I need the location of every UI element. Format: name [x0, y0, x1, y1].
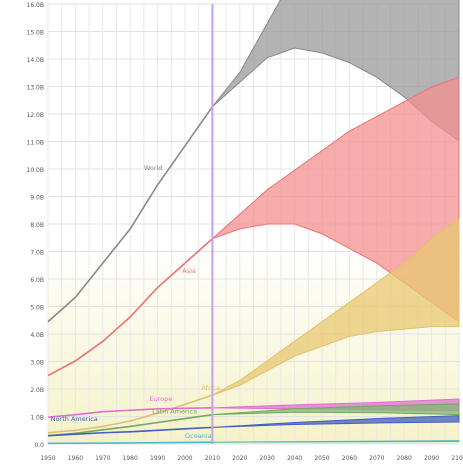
x-tick-label: 2030: [260, 455, 275, 462]
y-tick-label: 16.0B: [27, 2, 44, 9]
history-line-europe: [47, 407, 213, 418]
y-tick-label: 1.0B: [30, 415, 44, 422]
y-axis-ticks: 0.0 1.0B 2.0B 3.0B 4.0B 5.0B 6.0B 7.0B 8.0B 9.0B 1…: [27, 2, 45, 449]
x-tick-label: 2080: [397, 455, 412, 462]
history-line-asia: [47, 238, 213, 377]
y-tick-label: 9.0B: [30, 195, 44, 202]
band-world: [212, 0, 460, 142]
y-tick-label: 11.0B: [27, 140, 44, 147]
series-label: Europe: [149, 395, 172, 403]
y-tick-label: 12.0B: [27, 112, 44, 119]
y-tick-label: 4.0B: [30, 332, 44, 339]
x-tick-label: 2100: [451, 455, 463, 462]
y-tick-label: 0.0: [34, 442, 44, 449]
history-line-north-america: [47, 426, 213, 437]
x-tick-label: 1960: [68, 455, 83, 462]
history-lines: [47, 106, 214, 445]
x-tick-label: 1950: [40, 455, 55, 462]
series-label: Latin America: [152, 408, 197, 416]
projection-bands: [212, 0, 460, 443]
series-label: Africa: [201, 384, 220, 392]
band-africa: [212, 218, 460, 396]
y-tick-label: 14.0B: [27, 57, 44, 64]
y-tick-label: 15.0B: [27, 30, 44, 37]
band-asia: [212, 76, 460, 323]
x-tick-label: 2070: [369, 455, 384, 462]
y-tick-label: 13.0B: [27, 85, 44, 92]
x-tick-label: 2010: [205, 455, 220, 462]
x-tick-label: 2050: [314, 455, 329, 462]
x-tick-label: 2090: [424, 455, 439, 462]
x-tick-label: 2040: [287, 455, 302, 462]
x-tick-label: 1970: [95, 455, 110, 462]
band-oceania: [212, 440, 460, 443]
series-label: World: [144, 164, 163, 172]
y-tick-label: 2.0B: [30, 387, 44, 394]
history-line-africa: [47, 394, 213, 434]
x-tick-label: 2060: [342, 455, 357, 462]
band-latin-america: [212, 403, 460, 416]
series-label: North America: [51, 415, 98, 423]
y-tick-label: 3.0B: [30, 360, 44, 367]
series-labels: World Asia Africa Europe Latin America North …: [51, 164, 220, 440]
y-tick-label: 6.0B: [30, 277, 44, 284]
x-axis-ticks: 1950 1960 1970 1980 1990 2000 2010 2020 2030 2040…: [40, 455, 463, 462]
x-tick-label: 1990: [150, 455, 165, 462]
y-tick-label: 5.0B: [30, 305, 44, 312]
x-tick-label: 2020: [232, 455, 247, 462]
history-line-world: [47, 106, 214, 323]
series-label: Asia: [182, 267, 196, 275]
history-line-oceania: [47, 441, 213, 445]
x-tick-label: 1980: [123, 455, 138, 462]
history-line-latin-america: [47, 413, 213, 437]
y-tick-label: 7.0B: [30, 250, 44, 257]
y-tick-label: 10.0B: [27, 167, 44, 174]
y-tick-label: 8.0B: [30, 222, 44, 229]
band-north-america: [212, 415, 460, 428]
series-label: Oceania: [185, 432, 212, 440]
x-tick-label: 2000: [177, 455, 192, 462]
